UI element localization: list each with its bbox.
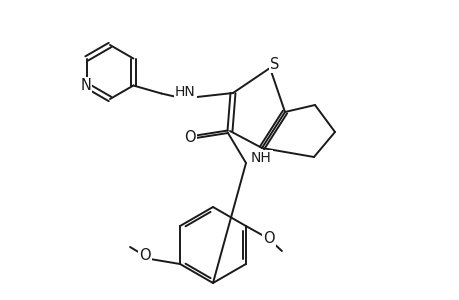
Text: S: S [270,56,279,71]
Text: O: O [263,232,274,247]
Text: O: O [184,130,196,145]
Text: NH: NH [251,151,271,165]
Text: HN: HN [174,85,196,98]
Text: N: N [80,78,91,93]
Text: O: O [139,248,151,263]
